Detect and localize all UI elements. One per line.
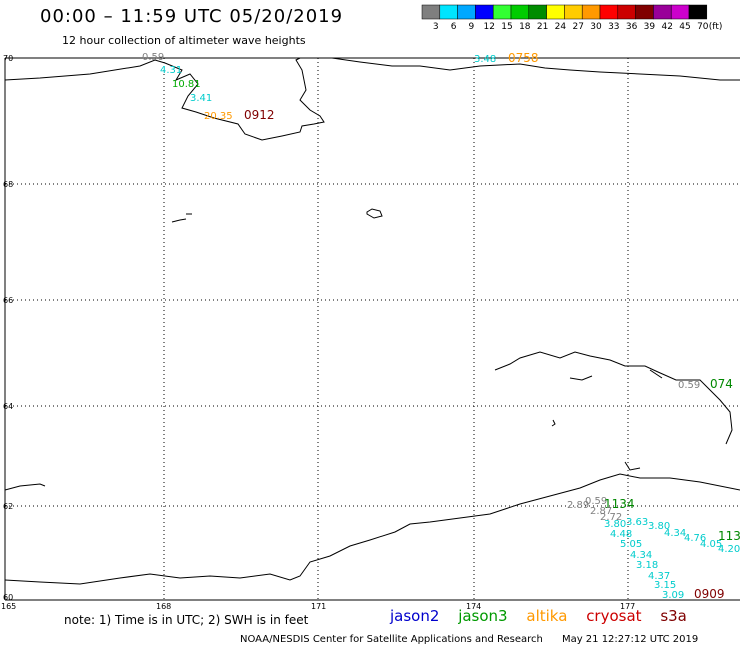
colorbar: 3 6 9 12 15 18 21 24 27 30 33 36 39 42 45 70 (ft) <box>421 4 723 32</box>
wave-height-label: 0.59 <box>585 496 607 507</box>
wave-height-label: 4.34 <box>630 550 652 561</box>
wave-height-label: 3.80 <box>604 519 626 530</box>
colorbar-label: 15 <box>501 22 512 32</box>
lon-label-177: 177 <box>620 602 635 611</box>
axis-labels: 70 68 66 64 62 60 165 168 171 174 177 <box>1 54 635 611</box>
wave-height-label: 3.41 <box>190 93 212 104</box>
timestamp: May 21 12:27:12 UTC 2019 <box>561 634 699 645</box>
wave-height-label: 0.59 <box>678 380 700 391</box>
wave-height-label: 2.87 <box>590 506 612 517</box>
lat-label-66: 66 <box>3 296 13 305</box>
colorbar-label: 12 <box>483 22 494 32</box>
legend-s3a: s3a <box>660 607 687 625</box>
chart-title: 00:00 – 11:59 UTC 05/20/2019 <box>40 6 344 27</box>
colorbar-swatch <box>475 4 494 20</box>
colorbar-label: 6 <box>451 22 457 32</box>
wave-height-label: 2.89 <box>567 500 589 511</box>
colorbar-swatch <box>457 4 476 20</box>
wave-height-label: 0758 <box>508 51 539 65</box>
legend-cryosat: cryosat <box>586 607 642 625</box>
wave-height-label: 4.76 <box>684 533 706 544</box>
wave-height-label: 5.05 <box>620 539 642 550</box>
wave-height-label: 3.18 <box>636 560 658 571</box>
colorbar-swatch <box>617 4 636 20</box>
wave-height-label: 4.37 <box>648 571 670 582</box>
wave-height-label: 4.31 <box>160 65 182 76</box>
colorbar-label: 30 <box>590 22 602 32</box>
colorbar-swatch <box>421 4 441 20</box>
colorbar-label: 42 <box>661 22 672 32</box>
colorbar-label: 3 <box>433 22 439 32</box>
wave-height-label: 4.34 <box>664 528 686 539</box>
chart-subtitle: 12 hour collection of altimeter wave hei… <box>62 34 306 47</box>
colorbar-label: 21 <box>537 22 548 32</box>
colorbar-swatch <box>688 4 708 20</box>
wave-height-label: 2.72 <box>600 512 622 523</box>
legend-jason3: jason3 <box>458 607 508 625</box>
lon-label-165: 165 <box>1 602 16 611</box>
colorbar-unit: (ft) <box>709 22 723 32</box>
wave-height-label: 3.63 <box>626 517 648 528</box>
wave-height-label: 3.80 <box>648 521 670 532</box>
colorbar-swatch <box>599 4 619 20</box>
wave-height-label: 4.05 <box>700 539 722 550</box>
lat-label-64: 64 <box>3 402 13 411</box>
lat-label-62: 62 <box>3 502 13 511</box>
wave-height-label: 3.15 <box>654 580 676 591</box>
colorbar-swatch <box>653 4 672 20</box>
wave-height-label: 113 <box>718 529 740 543</box>
footnote: note: 1) Time is in UTC; 2) SWH is in fe… <box>64 613 309 627</box>
wave-height-label: 0.59 <box>142 52 164 63</box>
satellite-legend: jason2 jason3 altika cryosat s3a <box>390 607 701 625</box>
legend-altika: altika <box>526 607 568 625</box>
wave-height-label: 4.20 <box>718 544 740 555</box>
credit-line: NOAA/NESDIS Center for Satellite Applica… <box>240 634 698 645</box>
colorbar-swatch <box>510 4 530 20</box>
wave-height-labels: 0.59 4.31 10.81 3.41 20.35 0912 3.48 0758 0.59 07… <box>142 51 740 601</box>
wave-height-label: 1134 <box>604 497 635 511</box>
lat-label-60: 60 <box>3 593 13 602</box>
colorbar-label: 36 <box>626 22 638 32</box>
colorbar-swatch <box>635 4 654 20</box>
wave-height-label: 3.48 <box>474 54 496 65</box>
lon-label-171: 171 <box>311 602 326 611</box>
wave-height-label: 074 <box>710 377 733 391</box>
colorbar-swatch <box>670 4 690 20</box>
wave-height-label: 0909 <box>694 587 725 601</box>
colorbar-swatch <box>581 4 601 20</box>
colorbar-swatch <box>492 4 512 20</box>
lon-label-174: 174 <box>466 602 481 611</box>
lat-label-68: 68 <box>3 180 13 189</box>
wave-height-label: 20.35 <box>204 111 233 122</box>
legend-jason2: jason2 <box>390 607 440 625</box>
colorbar-label: 45 <box>679 22 690 32</box>
colorbar-label: 33 <box>608 22 619 32</box>
colorbar-label: 18 <box>519 22 531 32</box>
credit-text: NOAA/NESDIS Center for Satellite Applica… <box>240 634 543 645</box>
wave-height-label: 0912 <box>244 108 275 122</box>
colorbar-label: 39 <box>644 22 656 32</box>
colorbar-swatch <box>528 4 547 20</box>
colorbar-label: 9 <box>469 22 475 32</box>
wave-height-label: 4.48 <box>610 529 632 540</box>
colorbar-swatch <box>564 4 583 20</box>
colorbar-swatch <box>439 4 458 20</box>
map-frame <box>4 57 740 601</box>
wave-height-label: 3.09 <box>662 590 684 601</box>
graticule <box>5 58 740 600</box>
coastline <box>4 57 740 585</box>
colorbar-label: 24 <box>555 22 567 32</box>
colorbar-swatch <box>546 4 565 20</box>
lon-label-168: 168 <box>156 602 171 611</box>
wave-height-label: 10.81 <box>172 79 201 90</box>
lat-label-70: 70 <box>3 54 13 63</box>
colorbar-label: 27 <box>572 22 583 32</box>
colorbar-label: 70 <box>697 22 709 32</box>
